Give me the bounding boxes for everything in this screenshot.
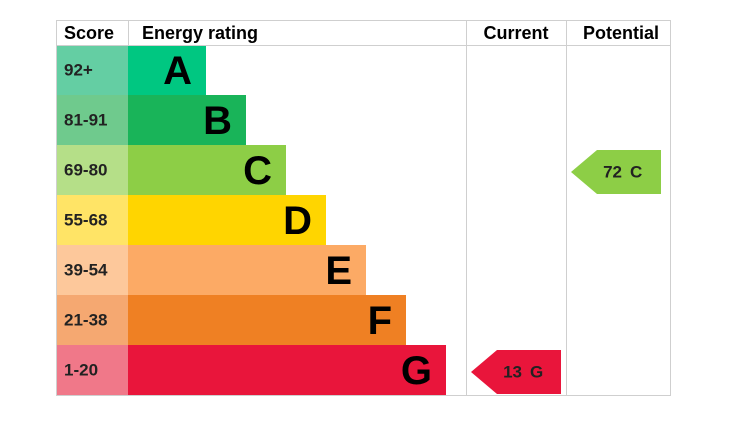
rating-bar — [128, 145, 286, 195]
potential-letter: C — [630, 163, 642, 182]
score-cell — [56, 195, 128, 245]
rating-letter: B — [203, 99, 232, 143]
score-label: 39-54 — [64, 261, 108, 280]
current-letter: G — [530, 363, 543, 382]
score-label: 69-80 — [64, 161, 107, 180]
score-cell — [56, 245, 128, 295]
current-arrow — [471, 350, 561, 394]
score-label: 55-68 — [64, 211, 107, 230]
score-cell — [56, 295, 128, 345]
rating-letter: G — [401, 349, 432, 393]
rating-bar — [128, 95, 246, 145]
current-value: 13 — [503, 363, 522, 382]
score-label: 92+ — [64, 61, 93, 80]
rating-bar — [128, 45, 206, 95]
score-label: 81-91 — [64, 111, 107, 130]
rating-letter: E — [325, 249, 352, 293]
score-label: 21-38 — [64, 311, 107, 330]
rating-letter: F — [368, 299, 392, 343]
rating-letter: D — [283, 199, 312, 243]
score-cell — [56, 345, 128, 395]
potential-value: 72 — [603, 163, 622, 182]
score-header: Score — [64, 23, 114, 43]
rating-bar — [128, 345, 446, 395]
score-label: 1-20 — [64, 361, 98, 380]
table-border — [56, 20, 671, 396]
rating-letter: C — [243, 149, 272, 193]
rating-bar — [128, 245, 366, 295]
score-cell — [56, 145, 128, 195]
rating-header: Energy rating — [142, 23, 258, 43]
potential-header: Potential — [583, 23, 659, 43]
score-cell — [56, 45, 128, 95]
score-cell — [56, 95, 128, 145]
current-header: Current — [483, 23, 548, 43]
potential-arrow — [571, 150, 661, 194]
rating-bar — [128, 195, 326, 245]
rating-letter: A — [163, 49, 192, 93]
rating-bar — [128, 295, 406, 345]
